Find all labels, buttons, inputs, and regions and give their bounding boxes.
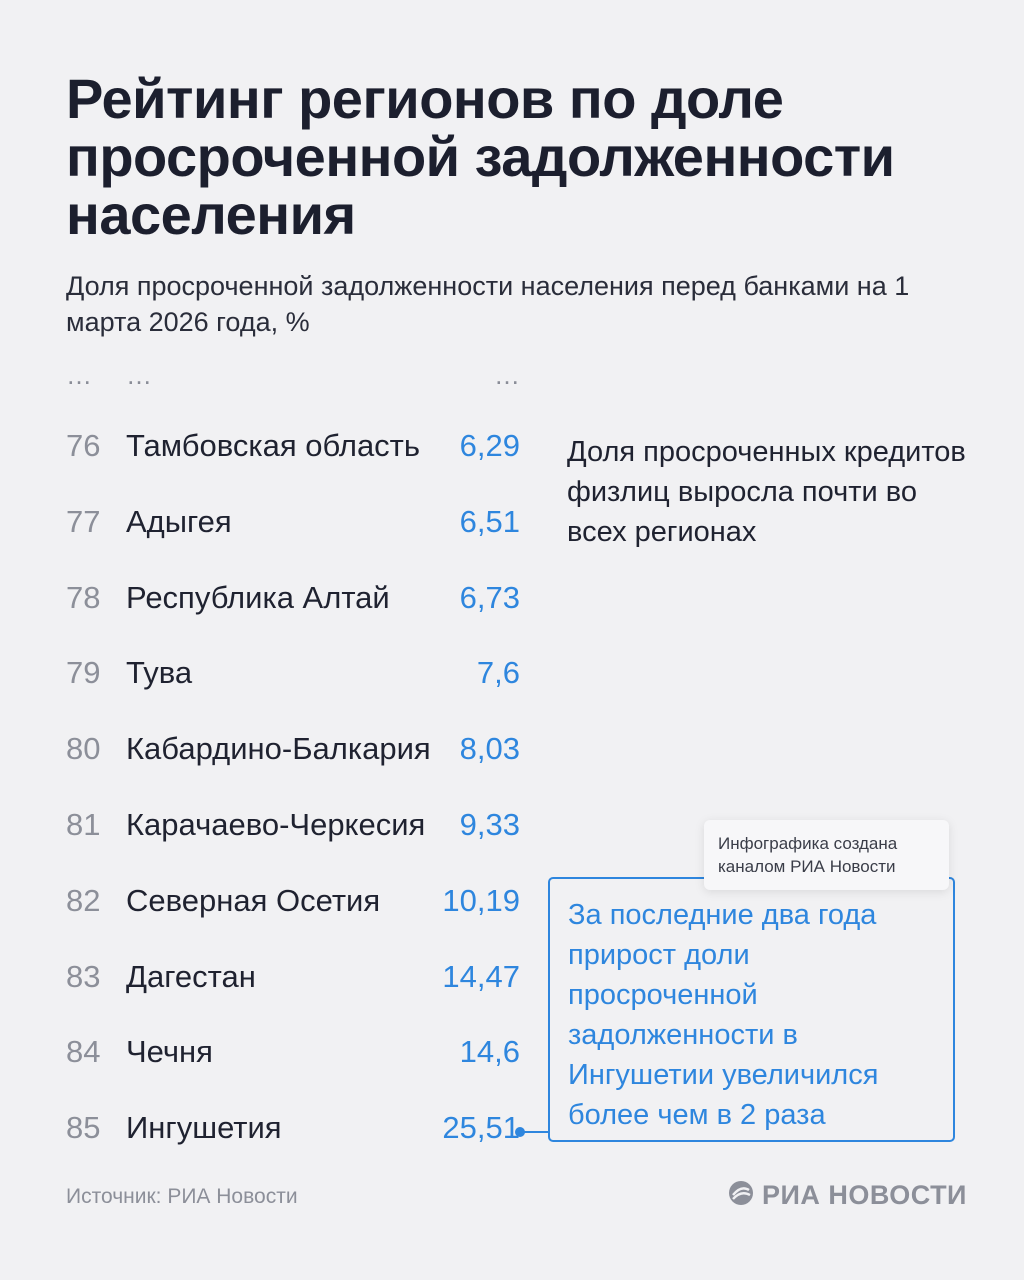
ria-novosti-logo-icon xyxy=(728,1180,754,1211)
share-value: 6,29 xyxy=(459,428,520,463)
share-value: 10,19 xyxy=(442,882,520,918)
page-subtitle: Доля просроченной задолженности населени… xyxy=(66,271,910,337)
table-row: 78 Республика Алтай 6,73 xyxy=(66,564,526,640)
table-row: 79 Тува 7,6 xyxy=(66,639,526,715)
table-row: 84 Чечня 14,6 xyxy=(66,1018,526,1094)
share-value: 7,6 xyxy=(476,655,520,691)
side-note: Доля просроченных кредитов физлиц выросл… xyxy=(567,436,966,548)
share-value: 9,33 xyxy=(459,806,520,842)
table-row: 85 Ингушетия 25,51 xyxy=(66,1094,526,1170)
rank-number: 84 xyxy=(66,1034,101,1070)
table-row: 81 Карачаево-Черкесия 9,33 xyxy=(66,791,526,867)
rank-number: 77 xyxy=(66,503,101,539)
region-name: Адыгея xyxy=(126,503,232,539)
rank-number: 83 xyxy=(66,958,101,994)
ellipsis-region: … xyxy=(126,360,153,390)
region-name: Чечня xyxy=(126,1034,213,1070)
callout-leader-dot xyxy=(515,1127,525,1137)
share-value: 14,6 xyxy=(459,1034,520,1070)
rank-number: 79 xyxy=(66,655,101,691)
rank-number: 85 xyxy=(66,1110,101,1146)
share-value: 14,47 xyxy=(442,958,520,994)
region-name: Республика Алтай xyxy=(126,579,390,615)
region-name: Карачаево-Черкесия xyxy=(126,806,426,842)
ellipsis-value: … xyxy=(494,360,521,390)
region-name: Тамбовская область xyxy=(126,428,421,463)
region-name: Тува xyxy=(126,655,193,691)
region-name: Дагестан xyxy=(126,958,256,994)
share-value: 8,03 xyxy=(459,731,520,767)
rank-number: 76 xyxy=(66,428,101,463)
share-value: 25,51 xyxy=(442,1110,520,1146)
page-title: Рейтинг регионов по доле просроченной за… xyxy=(66,67,895,246)
share-value: 6,51 xyxy=(459,503,520,539)
table-row: 82 Северная Осетия 10,19 xyxy=(66,867,526,943)
ranking-table: 76 Тамбовская область 6,29 77 Адыгея 6,5… xyxy=(66,412,526,1170)
ellipsis-rank: … xyxy=(66,360,93,390)
callout-leader-line xyxy=(520,1131,548,1133)
callout-box: За последние два года прирост доли проср… xyxy=(548,877,955,1142)
table-row: 77 Адыгея 6,51 xyxy=(66,488,526,564)
table-row: 80 Кабардино-Балкария 8,03 xyxy=(66,715,526,791)
brand-logo: РИА НОВОСТИ xyxy=(728,1180,967,1211)
watermark-label: Инфографика создана каналом РИА Новости xyxy=(704,820,949,890)
region-name: Северная Осетия xyxy=(126,882,381,918)
rank-number: 81 xyxy=(66,806,101,842)
logo-text: РИА НОВОСТИ xyxy=(762,1180,967,1210)
table-row: 76 Тамбовская область 6,29 xyxy=(66,412,526,488)
region-name: Ингушетия xyxy=(126,1110,282,1146)
rank-number: 78 xyxy=(66,579,101,615)
source-credit: Источник: РИА Новости xyxy=(66,1185,298,1208)
rank-number: 80 xyxy=(66,731,101,767)
table-row: 83 Дагестан 14,47 xyxy=(66,943,526,1019)
share-value: 6,73 xyxy=(459,579,520,615)
region-name: Кабардино-Балкария xyxy=(126,731,431,767)
rank-number: 82 xyxy=(66,882,101,918)
